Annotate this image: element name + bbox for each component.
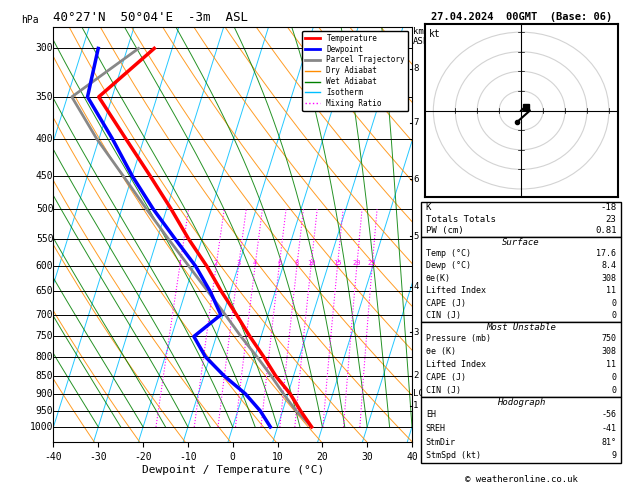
Text: CAPE (J): CAPE (J) — [426, 298, 466, 308]
Text: 40°27'N  50°04'E  -3m  ASL: 40°27'N 50°04'E -3m ASL — [53, 11, 248, 24]
Text: 450: 450 — [36, 171, 53, 181]
Text: 5: 5 — [413, 232, 419, 241]
Text: Surface: Surface — [503, 238, 540, 246]
Text: © weatheronline.co.uk: © weatheronline.co.uk — [465, 474, 577, 484]
Text: CIN (J): CIN (J) — [426, 311, 461, 320]
Text: 8.4: 8.4 — [601, 261, 616, 271]
Text: 6: 6 — [277, 260, 281, 266]
Text: 600: 600 — [36, 261, 53, 271]
Text: 10: 10 — [307, 260, 315, 266]
Text: 350: 350 — [36, 92, 53, 102]
Text: StmSpd (kt): StmSpd (kt) — [426, 451, 481, 460]
Text: K: K — [426, 203, 431, 212]
Text: 8: 8 — [295, 260, 299, 266]
Text: 4: 4 — [253, 260, 257, 266]
X-axis label: Dewpoint / Temperature (°C): Dewpoint / Temperature (°C) — [142, 465, 324, 475]
Text: 2: 2 — [214, 260, 218, 266]
Text: 0: 0 — [611, 386, 616, 395]
Text: 900: 900 — [36, 389, 53, 399]
Text: Hodograph: Hodograph — [497, 398, 545, 407]
Text: 2: 2 — [413, 371, 419, 381]
Text: LCL: LCL — [413, 389, 430, 399]
Text: θe(K): θe(K) — [426, 274, 451, 283]
Text: 800: 800 — [36, 352, 53, 362]
Text: 9: 9 — [611, 451, 616, 460]
Text: 27.04.2024  00GMT  (Base: 06): 27.04.2024 00GMT (Base: 06) — [430, 12, 612, 22]
Text: 15: 15 — [333, 260, 342, 266]
Text: CAPE (J): CAPE (J) — [426, 373, 466, 382]
Text: 1000: 1000 — [30, 422, 53, 432]
Text: -41: -41 — [601, 424, 616, 433]
Text: Lifted Index: Lifted Index — [426, 286, 486, 295]
Text: 81°: 81° — [601, 437, 616, 447]
Text: 400: 400 — [36, 134, 53, 144]
Text: 850: 850 — [36, 371, 53, 381]
Text: 700: 700 — [36, 310, 53, 320]
Text: 0: 0 — [611, 373, 616, 382]
Text: 1: 1 — [177, 260, 182, 266]
Text: 308: 308 — [601, 347, 616, 356]
Text: 0: 0 — [611, 298, 616, 308]
Text: 950: 950 — [36, 406, 53, 416]
Text: θe (K): θe (K) — [426, 347, 456, 356]
Text: PW (cm): PW (cm) — [426, 226, 464, 235]
Text: 750: 750 — [36, 331, 53, 342]
Text: 4: 4 — [413, 282, 419, 291]
Text: kt: kt — [428, 30, 440, 39]
Text: -56: -56 — [601, 410, 616, 419]
Text: Temp (°C): Temp (°C) — [426, 249, 471, 258]
Text: Most Unstable: Most Unstable — [486, 323, 556, 331]
Text: 3: 3 — [237, 260, 241, 266]
Text: 500: 500 — [36, 204, 53, 214]
Text: 300: 300 — [36, 43, 53, 53]
Text: Totals Totals: Totals Totals — [426, 215, 496, 224]
Text: 8: 8 — [413, 64, 419, 73]
Text: CIN (J): CIN (J) — [426, 386, 461, 395]
Text: 1: 1 — [413, 401, 419, 410]
Text: 550: 550 — [36, 234, 53, 244]
Text: Dewp (°C): Dewp (°C) — [426, 261, 471, 271]
Text: 7: 7 — [413, 118, 419, 127]
Text: -18: -18 — [600, 203, 616, 212]
Text: 3: 3 — [413, 328, 419, 337]
Text: 0: 0 — [611, 311, 616, 320]
Text: 17.6: 17.6 — [596, 249, 616, 258]
Legend: Temperature, Dewpoint, Parcel Trajectory, Dry Adiabat, Wet Adiabat, Isotherm, Mi: Temperature, Dewpoint, Parcel Trajectory… — [302, 31, 408, 111]
Text: StmDir: StmDir — [426, 437, 456, 447]
Text: 25: 25 — [368, 260, 376, 266]
Text: 23: 23 — [606, 215, 616, 224]
Text: 308: 308 — [601, 274, 616, 283]
Text: 20: 20 — [352, 260, 361, 266]
Text: Mixing Ratio (g/kg): Mixing Ratio (g/kg) — [423, 208, 432, 303]
Text: 0.81: 0.81 — [595, 226, 616, 235]
Text: 650: 650 — [36, 286, 53, 296]
Text: 6: 6 — [413, 175, 419, 184]
Text: 750: 750 — [601, 334, 616, 344]
Text: 11: 11 — [606, 360, 616, 369]
Text: hPa: hPa — [21, 15, 39, 25]
Text: Lifted Index: Lifted Index — [426, 360, 486, 369]
Text: EH: EH — [426, 410, 436, 419]
Text: SREH: SREH — [426, 424, 446, 433]
Text: 11: 11 — [606, 286, 616, 295]
Text: km
ASL: km ASL — [413, 27, 430, 46]
Text: Pressure (mb): Pressure (mb) — [426, 334, 491, 344]
